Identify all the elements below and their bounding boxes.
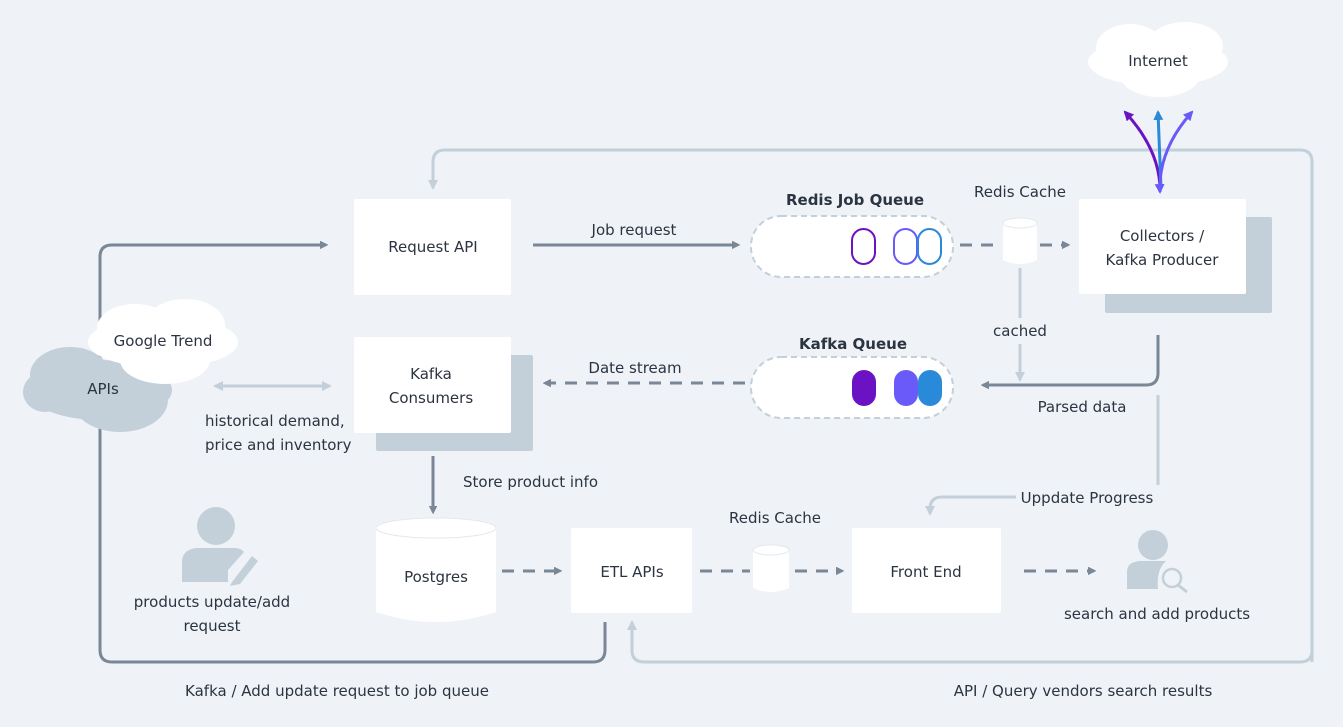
top-loop-line bbox=[428, 148, 1314, 662]
job-item bbox=[917, 228, 942, 265]
etl-apis-label: ETL APIs bbox=[600, 563, 663, 581]
internet-arrow-violet bbox=[1154, 110, 1194, 194]
redis-cache-top-label: Redis Cache bbox=[974, 183, 1066, 201]
user-edit-icon bbox=[182, 507, 258, 586]
redis-cache-bottom-cylinder bbox=[752, 544, 790, 592]
kafka-consumers-label-2: Consumers bbox=[389, 389, 473, 407]
parsed-data-label: Parsed data bbox=[1038, 398, 1127, 416]
collectors-label-2: Kafka Producer bbox=[1106, 251, 1220, 269]
api-query-label: API / Query vendors search results bbox=[954, 682, 1213, 700]
products-request-label-1: products update/add bbox=[134, 593, 290, 611]
user-search-icon bbox=[1127, 530, 1188, 594]
postgres-label: Postgres bbox=[404, 568, 468, 586]
front-end-box[interactable] bbox=[852, 528, 1001, 613]
message-item bbox=[894, 370, 918, 406]
google-trend-label: Google Trend bbox=[114, 332, 213, 350]
message-item bbox=[918, 370, 942, 406]
request-api-box[interactable] bbox=[354, 199, 511, 295]
kafka-queue-title: Kafka Queue bbox=[799, 335, 907, 353]
job-item bbox=[851, 228, 876, 265]
message-item bbox=[852, 370, 876, 406]
redis-cache-bottom-label: Redis Cache bbox=[729, 509, 821, 527]
collectors-label-1: Collectors / bbox=[1120, 227, 1205, 245]
etl-apis-box[interactable] bbox=[571, 528, 692, 613]
store-product-label: Store product info bbox=[463, 473, 598, 491]
collectors-box[interactable] bbox=[1079, 199, 1246, 294]
parsed-data-arrow bbox=[983, 335, 1160, 385]
redis-job-queue-title: Redis Job Queue bbox=[786, 191, 924, 209]
kafka-consumers-label-1: Kafka bbox=[410, 365, 452, 383]
request-api-label: Request API bbox=[388, 238, 477, 256]
kafka-update-line bbox=[98, 245, 607, 664]
postgres-cylinder[interactable] bbox=[375, 517, 497, 622]
update-progress-label: Uppdate Progress bbox=[1021, 489, 1154, 507]
search-add-label: search and add products bbox=[1064, 605, 1250, 623]
redis-cache-top-cylinder bbox=[1002, 217, 1038, 264]
internet-cloud bbox=[1088, 22, 1228, 97]
products-request-label-2: request bbox=[183, 617, 240, 635]
kafka-update-label: Kafka / Add update request to job queue bbox=[185, 682, 489, 700]
historical-label-2: price and inventory bbox=[205, 436, 352, 454]
historical-label-1: historical demand, bbox=[205, 412, 345, 430]
apis-label: APIs bbox=[87, 380, 119, 398]
date-stream-label: Date stream bbox=[588, 359, 681, 377]
update-progress-arrow bbox=[925, 495, 1016, 516]
cached-label: cached bbox=[993, 322, 1047, 340]
front-end-label: Front End bbox=[890, 563, 961, 581]
api-query-line bbox=[627, 620, 1314, 664]
job-request-label: Job request bbox=[591, 221, 677, 239]
google-trend-cloud bbox=[88, 299, 238, 384]
internet-label: Internet bbox=[1128, 52, 1188, 70]
kafka-consumers-box[interactable] bbox=[354, 337, 511, 433]
